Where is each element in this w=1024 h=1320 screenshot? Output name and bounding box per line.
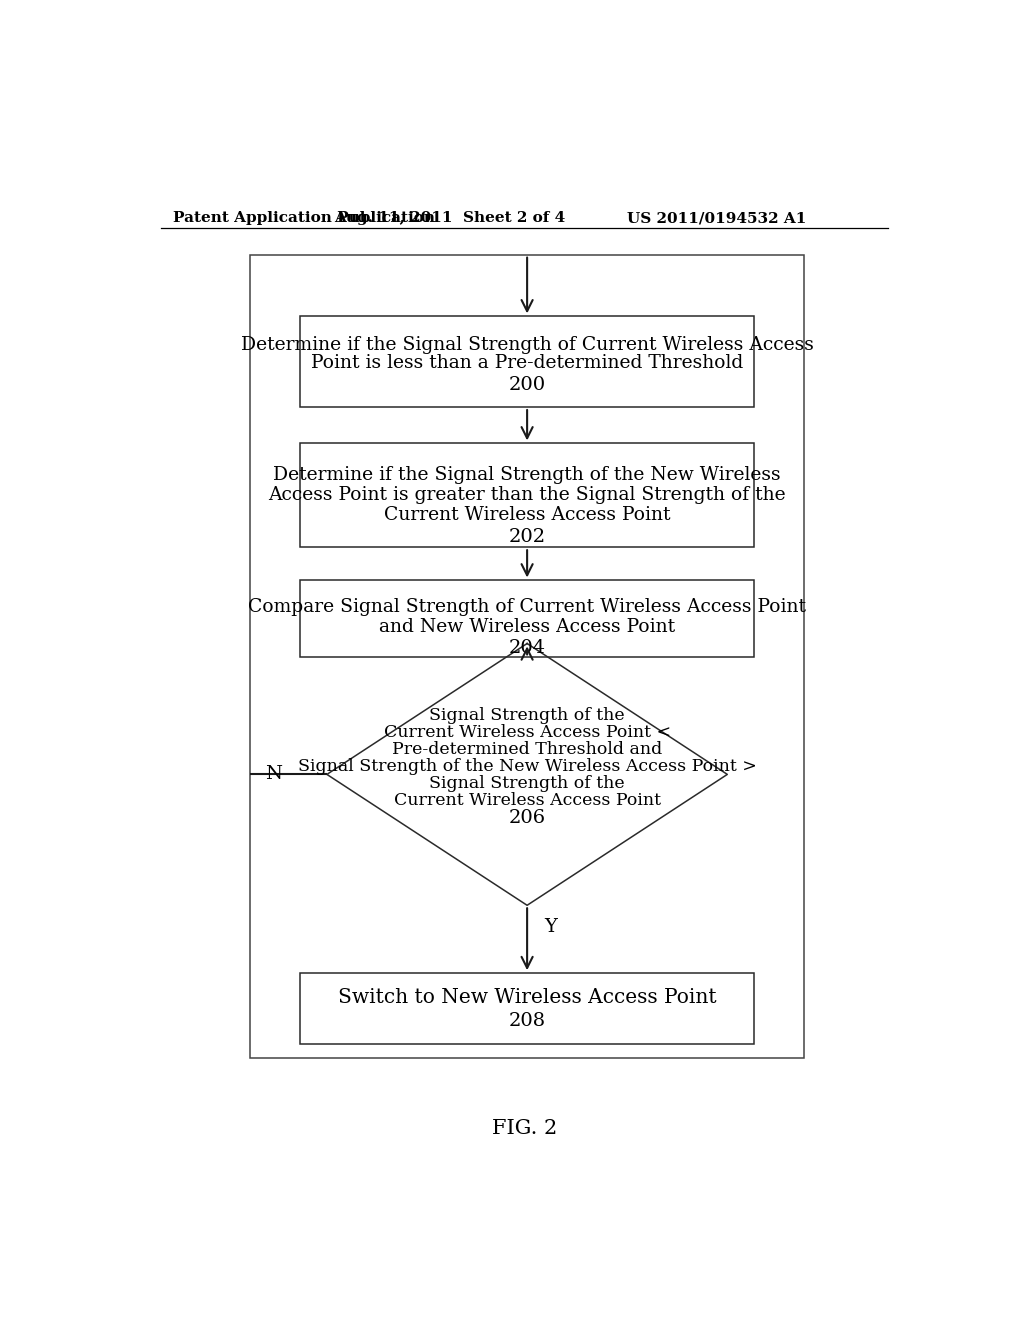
Bar: [300, 317, 755, 407]
Bar: [250, 255, 804, 1057]
Text: 206: 206: [509, 809, 546, 826]
Text: 202: 202: [509, 528, 546, 546]
Text: Compare Signal Strength of Current Wireless Access Point: Compare Signal Strength of Current Wirel…: [248, 598, 806, 615]
Text: Patent Application Publication: Patent Application Publication: [173, 211, 435, 226]
Text: Pre-determined Threshold and: Pre-determined Threshold and: [392, 742, 663, 758]
Bar: [300, 581, 755, 657]
Text: Signal Strength of the: Signal Strength of the: [429, 775, 625, 792]
Text: 204: 204: [509, 639, 546, 657]
Text: Current Wireless Access Point <: Current Wireless Access Point <: [384, 725, 671, 742]
Text: Y: Y: [544, 917, 557, 936]
Text: FIG. 2: FIG. 2: [493, 1119, 557, 1138]
Text: US 2011/0194532 A1: US 2011/0194532 A1: [628, 211, 807, 226]
Text: 200: 200: [509, 376, 546, 393]
Text: Signal Strength of the: Signal Strength of the: [429, 708, 625, 725]
Text: Switch to New Wireless Access Point: Switch to New Wireless Access Point: [338, 989, 717, 1007]
Text: Access Point is greater than the Signal Strength of the: Access Point is greater than the Signal …: [268, 486, 786, 504]
Text: Aug. 11, 2011  Sheet 2 of 4: Aug. 11, 2011 Sheet 2 of 4: [335, 211, 565, 226]
Text: Current Wireless Access Point: Current Wireless Access Point: [393, 792, 660, 809]
Text: Signal Strength of the New Wireless Access Point >: Signal Strength of the New Wireless Acce…: [298, 758, 757, 775]
Text: N: N: [265, 766, 283, 783]
Text: Determine if the Signal Strength of Current Wireless Access: Determine if the Signal Strength of Curr…: [241, 335, 813, 354]
Bar: [300, 973, 755, 1044]
Text: Current Wireless Access Point: Current Wireless Access Point: [384, 507, 671, 524]
Text: 208: 208: [509, 1012, 546, 1030]
Text: and New Wireless Access Point: and New Wireless Access Point: [379, 618, 675, 635]
Text: Determine if the Signal Strength of the New Wireless: Determine if the Signal Strength of the …: [273, 466, 781, 484]
Bar: [300, 444, 755, 548]
Text: Point is less than a Pre-determined Threshold: Point is less than a Pre-determined Thre…: [311, 354, 743, 372]
